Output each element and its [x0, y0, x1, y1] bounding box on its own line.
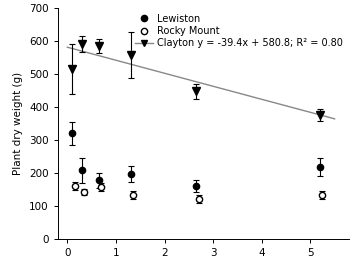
Y-axis label: Plant dry weight (g): Plant dry weight (g): [13, 72, 23, 175]
Legend: Lewiston, Rocky Mount, Clayton y = -39.4x + 580.8; R² = 0.80: Lewiston, Rocky Mount, Clayton y = -39.4…: [132, 11, 346, 51]
